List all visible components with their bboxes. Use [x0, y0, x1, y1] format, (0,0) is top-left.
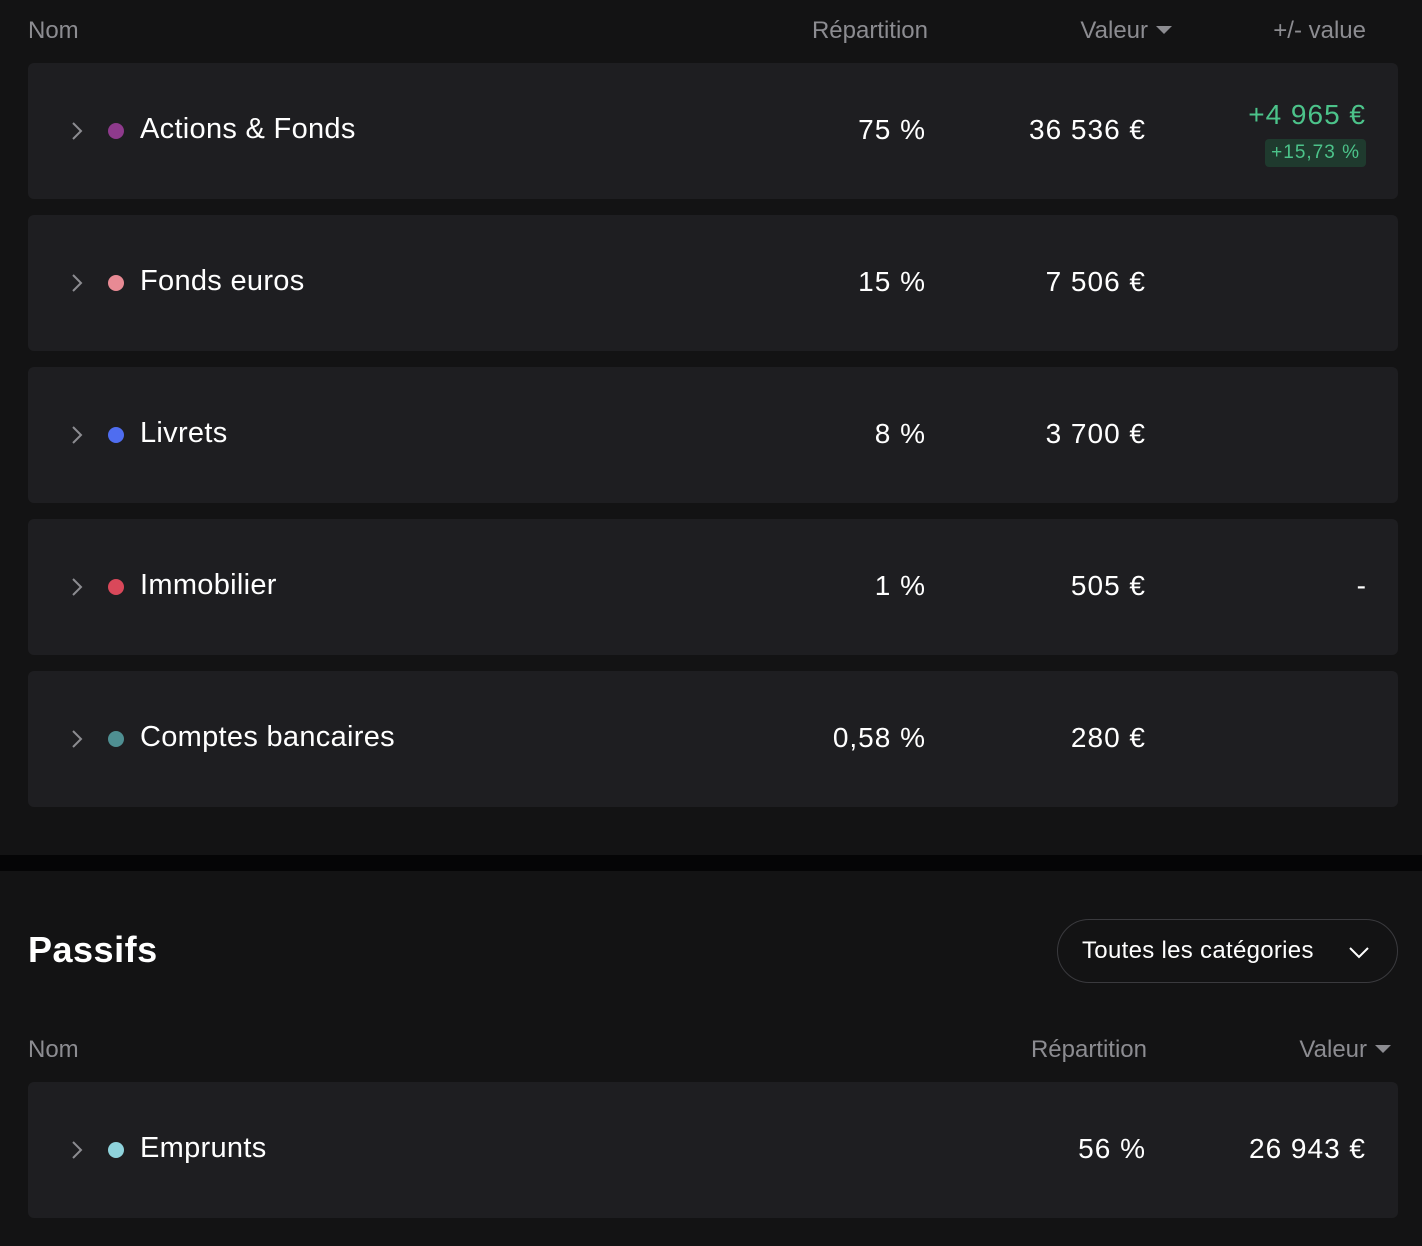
- column-header-allocation[interactable]: Répartition: [811, 17, 928, 44]
- asset-value: 3 700 €: [1045, 418, 1146, 449]
- chevron-down-icon: [1349, 947, 1369, 959]
- section-title: Passifs: [28, 929, 158, 970]
- category-color-dot: [108, 123, 124, 139]
- column-header-name: Nom: [28, 17, 79, 44]
- asset-allocation: 0,58 %: [832, 722, 926, 753]
- actifs-section: Nom Répartition Valeur +/- value Actions…: [28, 17, 1398, 807]
- column-header-value[interactable]: Valeur: [1080, 17, 1172, 45]
- asset-allocation: 75 %: [858, 114, 926, 145]
- liability-value: 26 943 €: [1249, 1133, 1366, 1164]
- category-filter-dropdown[interactable]: Toutes les catégories: [1057, 919, 1398, 983]
- liability-row-emprunts[interactable]: Emprunts 56 % 26 943 €: [28, 1082, 1398, 1218]
- asset-allocation: 1 %: [874, 570, 926, 601]
- gain-empty: -: [1356, 570, 1366, 601]
- column-header-allocation[interactable]: Répartition: [1030, 1036, 1147, 1063]
- chevron-right-icon[interactable]: [68, 1138, 88, 1162]
- category-color-dot: [108, 427, 124, 443]
- category-color-dot: [108, 579, 124, 595]
- category-filter-label: Toutes les catégories: [1082, 937, 1314, 964]
- chevron-right-icon[interactable]: [68, 423, 88, 447]
- liability-allocation: 56 %: [1078, 1133, 1146, 1164]
- category-color-dot: [108, 1142, 124, 1158]
- sort-descending-icon: [1156, 25, 1172, 34]
- asset-allocation: 15 %: [858, 266, 926, 297]
- section-divider: [0, 855, 1422, 871]
- category-color-dot: [108, 275, 124, 291]
- gain-amount: +4 965 €: [1248, 99, 1366, 130]
- gain-percent-badge: +15,73 %: [1265, 139, 1366, 167]
- passifs-section: Passifs Toutes les catégories Nom Répart…: [0, 871, 1422, 1246]
- asset-row-immobilier[interactable]: Immobilier 1 % 505 € -: [28, 519, 1398, 655]
- asset-value: 7 506 €: [1045, 266, 1146, 297]
- asset-value: 36 536 €: [1029, 114, 1146, 145]
- column-header-gain[interactable]: +/- value: [1273, 17, 1366, 44]
- asset-row-comptes-bancaires[interactable]: Comptes bancaires 0,58 % 280 €: [28, 671, 1398, 807]
- column-header-value-label: Valeur: [1080, 17, 1148, 44]
- column-header-name: Nom: [28, 1036, 79, 1063]
- chevron-right-icon[interactable]: [68, 727, 88, 751]
- column-header-value-label: Valeur: [1299, 1036, 1367, 1063]
- liability-name: Emprunts: [140, 1132, 267, 1164]
- asset-row-fonds-euros[interactable]: Fonds euros 15 % 7 506 €: [28, 215, 1398, 351]
- chevron-right-icon[interactable]: [68, 119, 88, 143]
- asset-name: Livrets: [140, 417, 228, 449]
- asset-row-actions-fonds[interactable]: Actions & Fonds 75 % 36 536 € +4 965 € +…: [28, 63, 1398, 199]
- asset-name: Immobilier: [140, 569, 277, 601]
- asset-value: 280 €: [1070, 722, 1146, 753]
- asset-value: 505 €: [1070, 570, 1146, 601]
- category-color-dot: [108, 731, 124, 747]
- asset-allocation: 8 %: [874, 418, 926, 449]
- chevron-right-icon[interactable]: [68, 271, 88, 295]
- sort-descending-icon: [1375, 1044, 1391, 1053]
- asset-row-livrets[interactable]: Livrets 8 % 3 700 €: [28, 367, 1398, 503]
- asset-name: Fonds euros: [140, 265, 305, 297]
- chevron-right-icon[interactable]: [68, 575, 88, 599]
- asset-name: Comptes bancaires: [140, 721, 395, 753]
- column-header-value[interactable]: Valeur: [1299, 1036, 1391, 1064]
- asset-name: Actions & Fonds: [140, 113, 356, 145]
